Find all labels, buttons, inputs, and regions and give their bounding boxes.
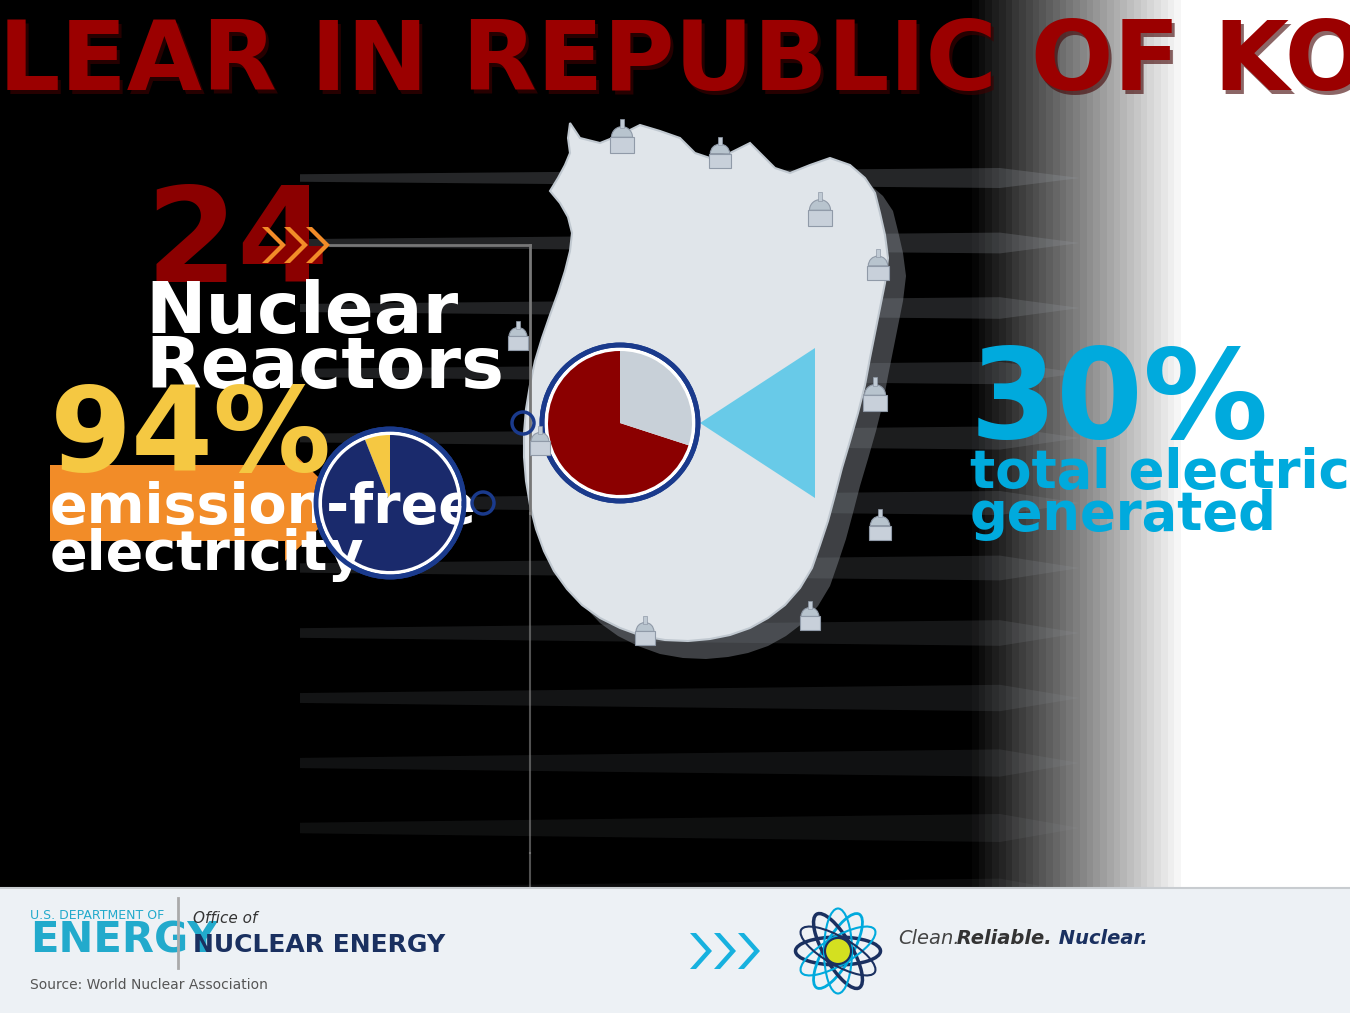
Text: Reliable.: Reliable. xyxy=(950,929,1052,947)
Text: 24: 24 xyxy=(144,181,329,309)
Wedge shape xyxy=(620,350,693,446)
Bar xyxy=(0,888,1350,1013)
Text: Source: World Nuclear Association: Source: World Nuclear Association xyxy=(30,978,267,992)
Polygon shape xyxy=(50,445,346,561)
Polygon shape xyxy=(300,750,1080,777)
Polygon shape xyxy=(690,933,711,969)
Polygon shape xyxy=(738,933,760,969)
Text: electricity: electricity xyxy=(50,528,364,582)
Text: Reactors: Reactors xyxy=(144,333,504,402)
Polygon shape xyxy=(300,491,1080,515)
Bar xyxy=(873,377,878,386)
Text: NUCLEAR ENERGY: NUCLEAR ENERGY xyxy=(193,933,446,957)
Polygon shape xyxy=(262,227,286,263)
Polygon shape xyxy=(300,233,1080,253)
Bar xyxy=(863,395,887,411)
Text: NUCLEAR IN REPUBLIC OF KOREA: NUCLEAR IN REPUBLIC OF KOREA xyxy=(0,20,1350,113)
Bar xyxy=(531,442,549,455)
Polygon shape xyxy=(300,620,1080,646)
Wedge shape xyxy=(871,516,890,526)
Bar xyxy=(516,321,520,328)
Bar xyxy=(879,509,882,518)
Bar xyxy=(620,119,624,128)
Bar xyxy=(809,601,811,609)
Polygon shape xyxy=(300,814,1080,842)
Bar xyxy=(644,616,647,624)
Polygon shape xyxy=(300,685,1080,711)
Bar xyxy=(818,191,822,201)
Wedge shape xyxy=(364,435,390,503)
Text: ENERGY: ENERGY xyxy=(30,919,217,961)
Bar xyxy=(809,211,832,226)
Bar xyxy=(869,526,891,540)
Wedge shape xyxy=(710,144,730,154)
Wedge shape xyxy=(548,350,688,495)
Text: NUCLEAR IN REPUBLIC OF KOREA: NUCLEAR IN REPUBLIC OF KOREA xyxy=(0,16,1350,109)
Text: generated: generated xyxy=(971,489,1277,541)
Wedge shape xyxy=(868,256,888,265)
Polygon shape xyxy=(300,426,1080,450)
Polygon shape xyxy=(541,141,906,659)
Polygon shape xyxy=(300,555,1080,580)
Text: total electricity: total electricity xyxy=(971,447,1350,499)
Bar xyxy=(539,425,541,434)
Wedge shape xyxy=(323,435,458,571)
Wedge shape xyxy=(864,385,886,395)
Wedge shape xyxy=(801,608,819,616)
Circle shape xyxy=(316,428,464,577)
Text: Nuclear.: Nuclear. xyxy=(1052,929,1148,947)
Polygon shape xyxy=(300,362,1080,384)
Polygon shape xyxy=(306,227,329,263)
Text: 94%: 94% xyxy=(50,381,332,495)
Bar xyxy=(801,616,819,630)
Polygon shape xyxy=(300,878,1080,908)
Bar xyxy=(634,631,655,644)
Text: Clean.: Clean. xyxy=(898,929,960,947)
Text: 30%: 30% xyxy=(971,342,1269,464)
Wedge shape xyxy=(531,433,549,442)
Text: emission-free: emission-free xyxy=(50,481,477,535)
Wedge shape xyxy=(509,327,526,336)
Polygon shape xyxy=(701,348,815,498)
Polygon shape xyxy=(714,933,736,969)
Bar xyxy=(718,137,722,145)
Text: Nuclear: Nuclear xyxy=(144,279,458,347)
Wedge shape xyxy=(636,623,653,631)
Bar xyxy=(508,336,528,349)
Bar xyxy=(876,249,880,257)
Circle shape xyxy=(825,938,850,964)
Wedge shape xyxy=(612,127,633,137)
Polygon shape xyxy=(300,297,1080,319)
Bar xyxy=(867,265,888,281)
Polygon shape xyxy=(284,227,308,263)
Bar xyxy=(709,154,730,168)
Circle shape xyxy=(541,345,698,501)
Bar xyxy=(610,137,633,153)
Text: Office of: Office of xyxy=(193,911,258,926)
Polygon shape xyxy=(300,168,1080,188)
Wedge shape xyxy=(810,200,830,211)
Polygon shape xyxy=(524,123,888,641)
Text: U.S. DEPARTMENT OF: U.S. DEPARTMENT OF xyxy=(30,909,165,922)
